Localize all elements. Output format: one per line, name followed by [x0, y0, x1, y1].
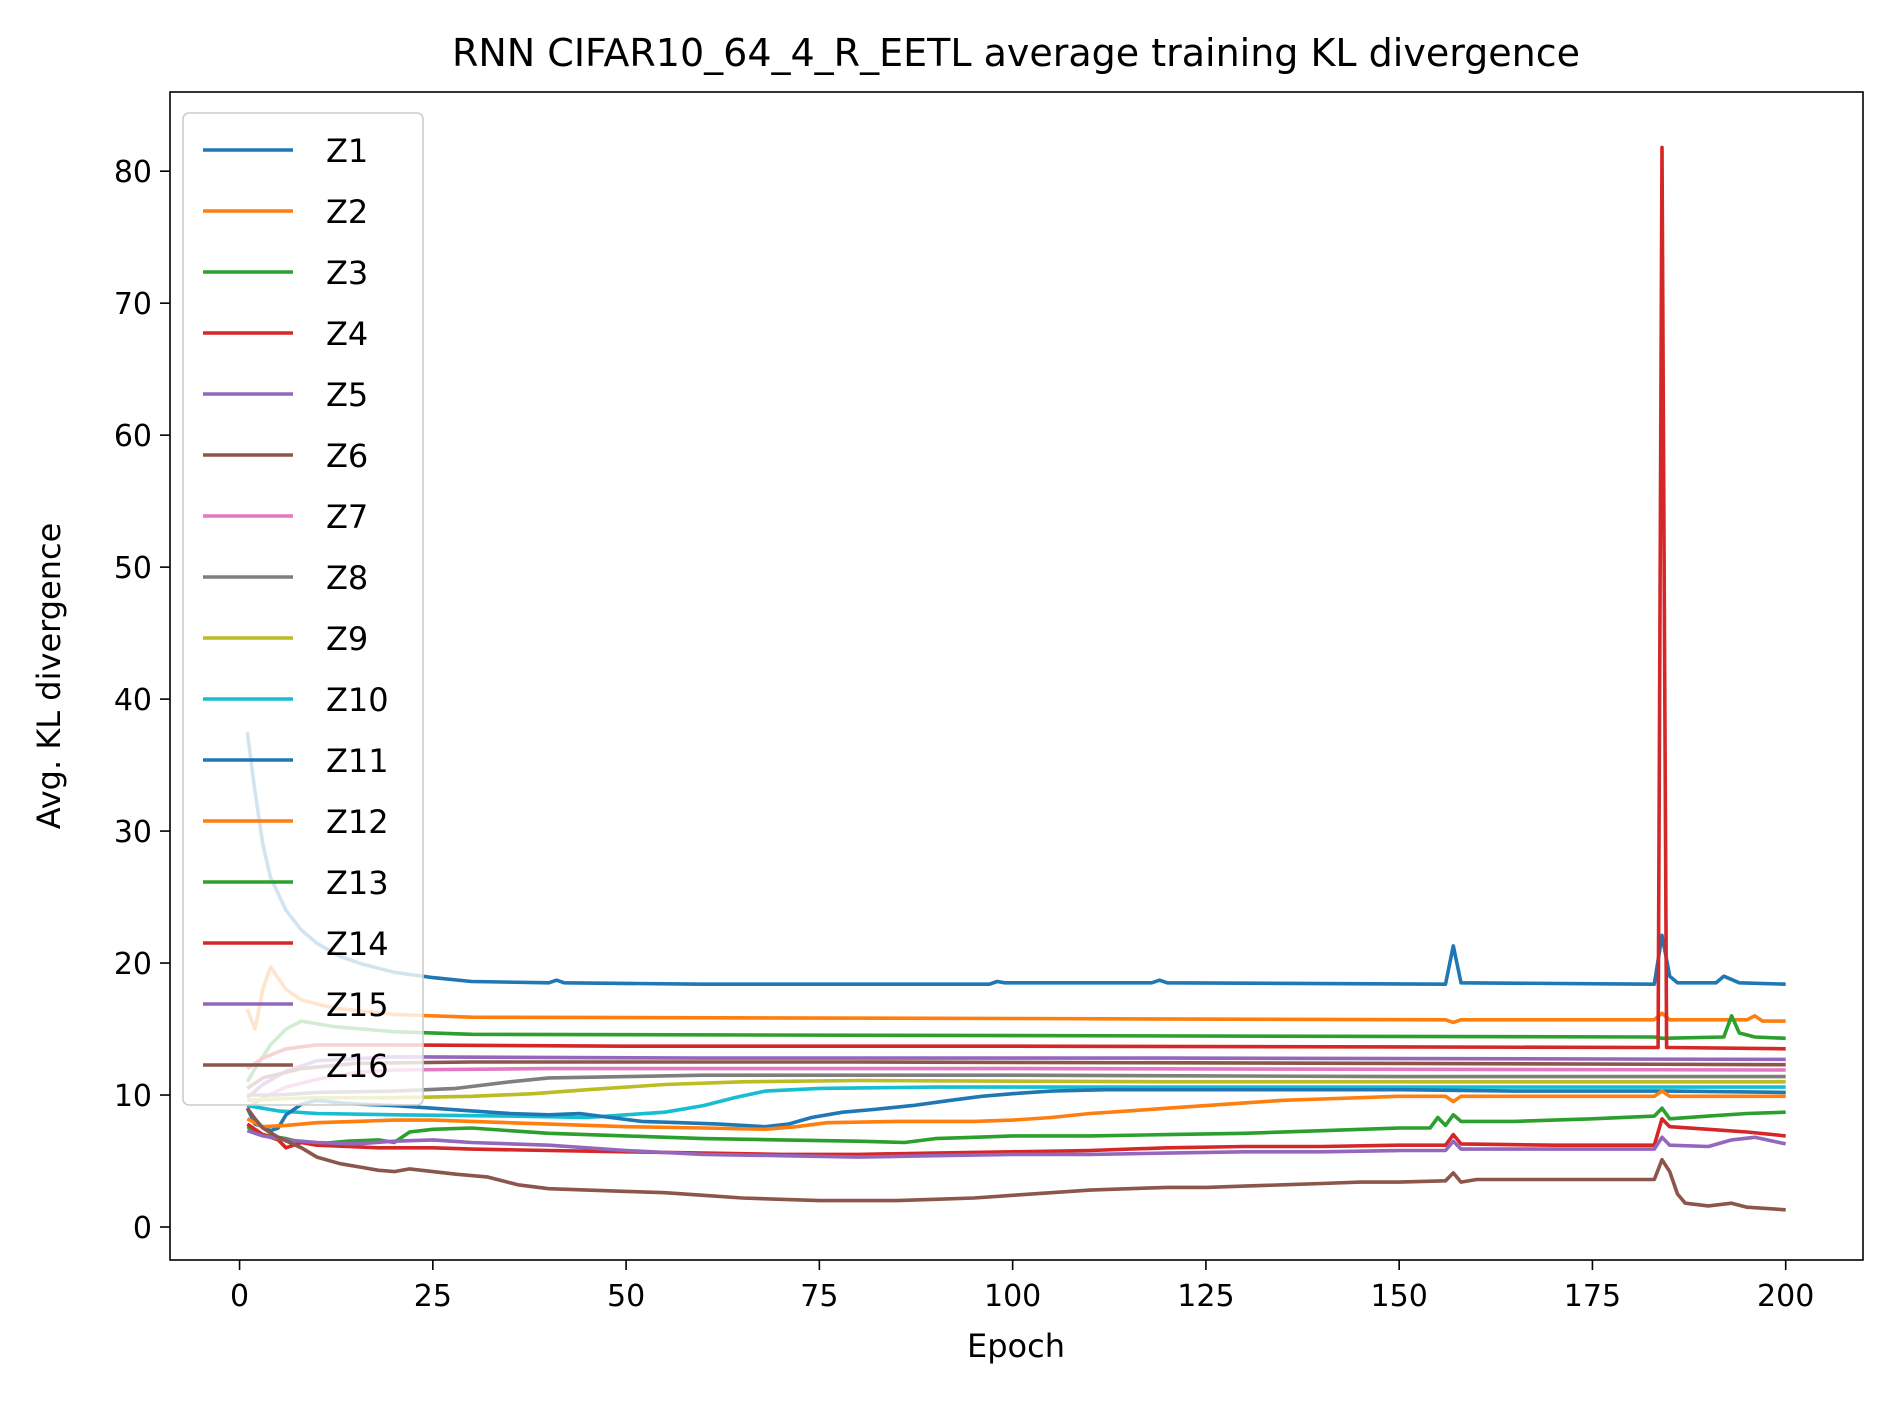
legend-label: Z8	[326, 559, 368, 597]
legend-label: Z14	[326, 925, 389, 963]
legend-label: Z16	[326, 1047, 389, 1085]
series-line-z15	[246, 1128, 1787, 1159]
y-tick-label: 0	[133, 1211, 152, 1246]
y-tick-label: 30	[114, 815, 152, 850]
legend-label: Z2	[326, 193, 368, 231]
legend-label: Z10	[326, 681, 389, 719]
legend-label: Z1	[326, 132, 368, 170]
x-tick-label: 0	[230, 1279, 249, 1314]
x-tick-label: 200	[1757, 1279, 1814, 1314]
y-tick-label: 10	[114, 1079, 152, 1114]
legend-label: Z9	[326, 620, 368, 658]
legend-label: Z7	[326, 498, 368, 536]
x-tick-label: 125	[1177, 1279, 1234, 1314]
legend-label: Z15	[326, 986, 389, 1024]
y-tick-label: 50	[114, 551, 152, 586]
legend-box	[182, 112, 424, 1106]
legend-label: Z5	[326, 376, 368, 414]
y-tick-label: 80	[114, 155, 152, 190]
x-tick-label: 25	[414, 1279, 452, 1314]
x-tick-label: 50	[607, 1279, 645, 1314]
x-tick-label: 175	[1564, 1279, 1621, 1314]
plot-frame	[169, 91, 1864, 1261]
legend-label: Z11	[326, 742, 389, 780]
legend: Z1 Z2 Z3 Z4 Z5 Z6 Z7 Z8 Z9 Z10 Z11 Z12 Z13 Z14 Z15 Z16	[182, 112, 424, 1106]
legend-label: Z12	[326, 803, 389, 841]
x-axis: 0 25 50 75 100 125 150 175 200	[230, 1260, 1814, 1314]
y-tick-label: 70	[114, 287, 152, 322]
series-line-z10	[246, 1085, 1786, 1120]
legend-label: Z3	[326, 254, 368, 292]
series-line-z14	[246, 1117, 1786, 1157]
x-tick-label: 150	[1371, 1279, 1428, 1314]
x-axis-title: Epoch	[967, 1327, 1065, 1365]
legend-label: Z4	[326, 315, 368, 353]
y-tick-label: 20	[114, 947, 152, 982]
y-tick-label: 40	[114, 683, 152, 718]
series-line-z16	[245, 1107, 1786, 1212]
legend-label: Z13	[326, 864, 389, 902]
chart-title: RNN CIFAR10_64_4_R_EETL average training…	[452, 31, 1580, 75]
series-line-z12	[246, 1089, 1786, 1132]
legend-label: Z6	[326, 437, 368, 475]
y-axis-title: Avg. KL divergence	[30, 523, 68, 830]
x-tick-label: 100	[984, 1279, 1041, 1314]
x-tick-label: 75	[800, 1279, 838, 1314]
y-tick-label: 60	[114, 419, 152, 454]
y-axis: 0 10 20 30 40 50 60 70 80	[114, 155, 170, 1246]
